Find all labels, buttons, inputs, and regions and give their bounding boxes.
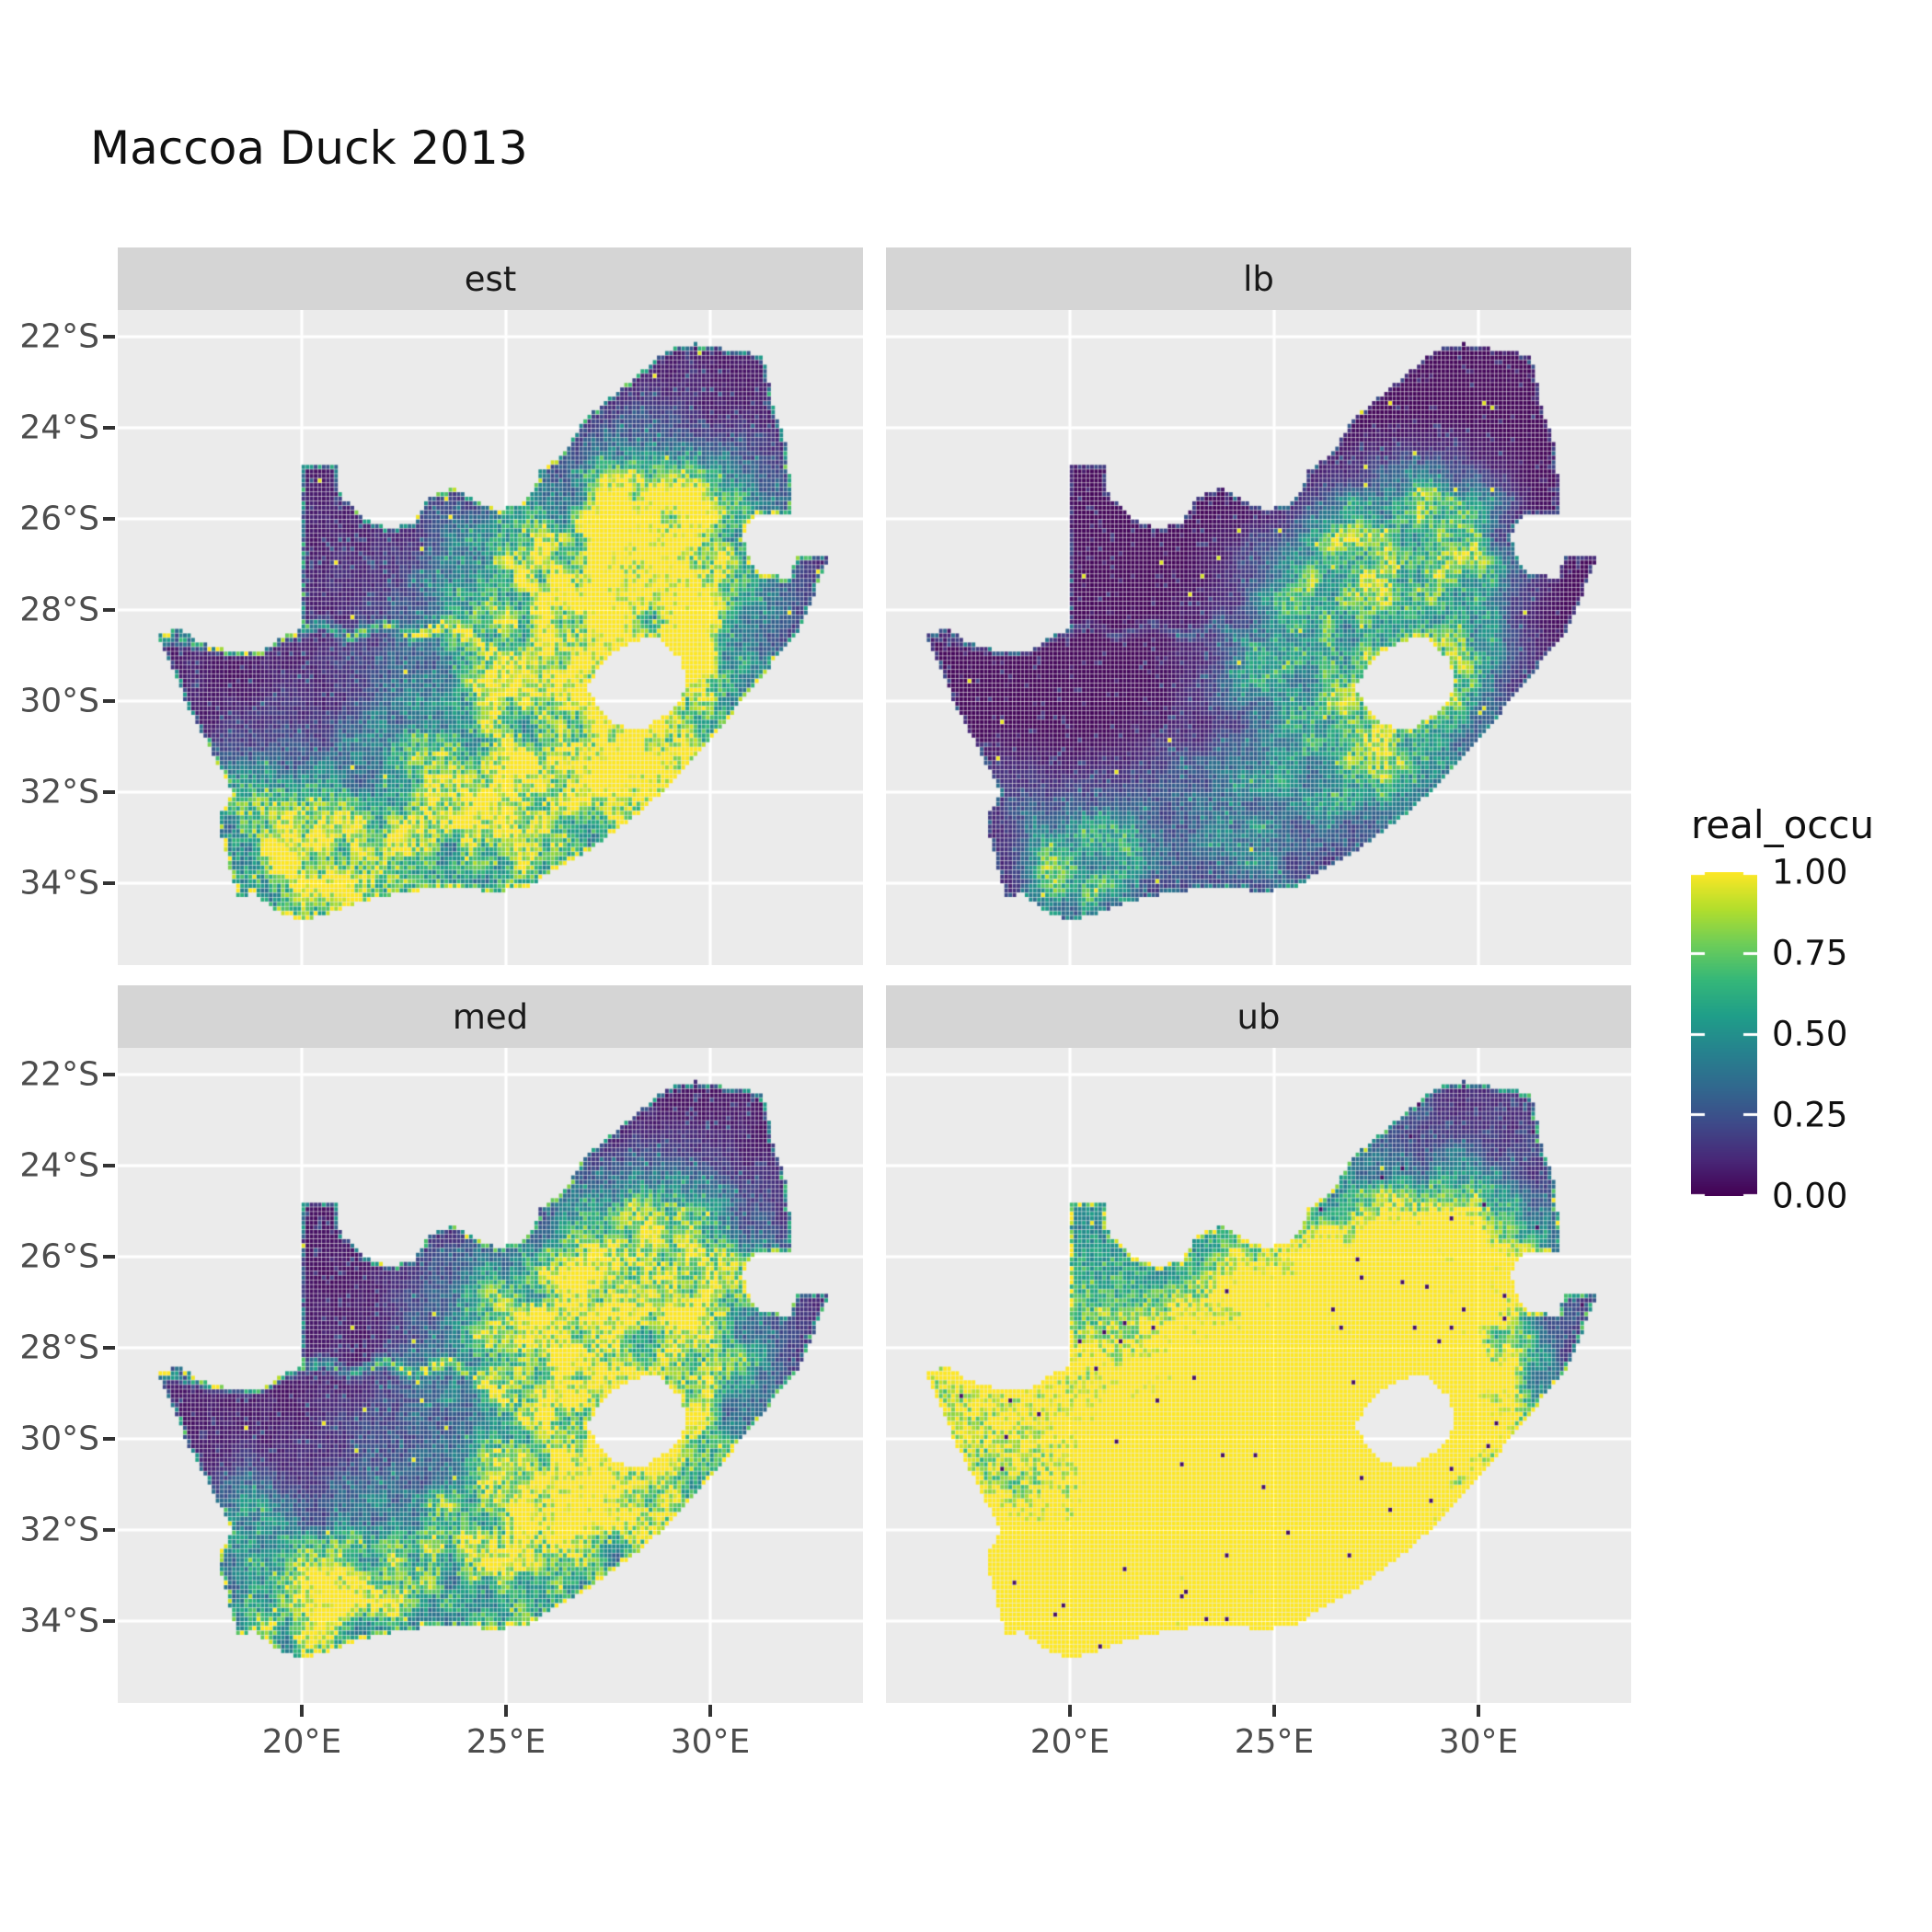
y-axis-tick-label: 32°S bbox=[19, 773, 99, 811]
y-axis-tick-mark bbox=[103, 335, 115, 339]
x-axis-tick-label: 30°E bbox=[670, 1723, 751, 1761]
legend-tick-label: 0.00 bbox=[1772, 1176, 1848, 1216]
plot-title: Maccoa Duck 2013 bbox=[90, 121, 528, 175]
legend-tick-label: 0.25 bbox=[1772, 1095, 1848, 1135]
y-axis-tick-mark bbox=[103, 1164, 115, 1167]
x-axis-tick-mark bbox=[1477, 1705, 1480, 1717]
y-axis-tick-label: 26°S bbox=[19, 500, 99, 538]
y-axis-tick-label: 28°S bbox=[19, 591, 99, 629]
x-axis-tick-label: 30°E bbox=[1438, 1723, 1519, 1761]
y-axis-tick-mark bbox=[103, 1255, 115, 1259]
y-axis-tick-mark bbox=[103, 1437, 115, 1441]
x-axis-tick-mark bbox=[708, 1705, 712, 1717]
x-axis-tick-label: 25°E bbox=[1234, 1723, 1315, 1761]
y-axis-tick-mark bbox=[103, 426, 115, 430]
legend-tick-label: 1.00 bbox=[1772, 852, 1848, 892]
facet-strip-ub: ub bbox=[886, 985, 1631, 1048]
map-panel-ub bbox=[886, 1048, 1631, 1703]
x-axis-tick-label: 25°E bbox=[466, 1723, 546, 1761]
y-axis-tick-label: 34°S bbox=[19, 864, 99, 903]
legend-title: real_occu bbox=[1691, 802, 1875, 847]
y-axis-tick-label: 22°S bbox=[19, 317, 99, 356]
map-panel-est bbox=[118, 310, 863, 965]
legend-colorbar bbox=[1691, 872, 1757, 1196]
facet-strip-label-est: est bbox=[464, 259, 517, 299]
y-axis-tick-label: 34°S bbox=[19, 1602, 99, 1640]
y-axis-tick-label: 28°S bbox=[19, 1328, 99, 1367]
x-axis-tick-mark bbox=[504, 1705, 508, 1717]
facet-strip-label-med: med bbox=[452, 996, 529, 1037]
facet-strip-med: med bbox=[118, 985, 863, 1048]
map-panel-lb bbox=[886, 310, 1631, 965]
map-panel-med bbox=[118, 1048, 863, 1703]
legend-tick-label: 0.50 bbox=[1772, 1014, 1848, 1054]
y-axis-tick-mark bbox=[103, 517, 115, 521]
y-axis-tick-mark bbox=[103, 1346, 115, 1350]
x-axis-tick-mark bbox=[300, 1705, 304, 1717]
y-axis-tick-label: 30°S bbox=[19, 682, 99, 720]
y-axis-tick-label: 24°S bbox=[19, 1146, 99, 1185]
y-axis-tick-mark bbox=[103, 699, 115, 703]
facet-strip-label-lb: lb bbox=[1243, 259, 1274, 299]
y-axis-tick-label: 26°S bbox=[19, 1237, 99, 1276]
y-axis-tick-mark bbox=[103, 790, 115, 794]
y-axis-tick-mark bbox=[103, 608, 115, 612]
y-axis-tick-mark bbox=[103, 1528, 115, 1532]
y-axis-tick-mark bbox=[103, 881, 115, 885]
y-axis-tick-label: 24°S bbox=[19, 408, 99, 447]
y-axis-tick-mark bbox=[103, 1073, 115, 1076]
x-axis-tick-mark bbox=[1068, 1705, 1072, 1717]
facet-strip-est: est bbox=[118, 247, 863, 310]
y-axis-tick-label: 22°S bbox=[19, 1055, 99, 1094]
x-axis-tick-label: 20°E bbox=[261, 1723, 342, 1761]
facet-strip-label-ub: ub bbox=[1236, 996, 1281, 1037]
y-axis-tick-mark bbox=[103, 1619, 115, 1623]
x-axis-tick-mark bbox=[1272, 1705, 1276, 1717]
x-axis-tick-label: 20°E bbox=[1029, 1723, 1110, 1761]
legend-tick-label: 0.75 bbox=[1772, 933, 1848, 973]
y-axis-tick-label: 32°S bbox=[19, 1511, 99, 1549]
y-axis-tick-label: 30°S bbox=[19, 1420, 99, 1458]
facet-strip-lb: lb bbox=[886, 247, 1631, 310]
